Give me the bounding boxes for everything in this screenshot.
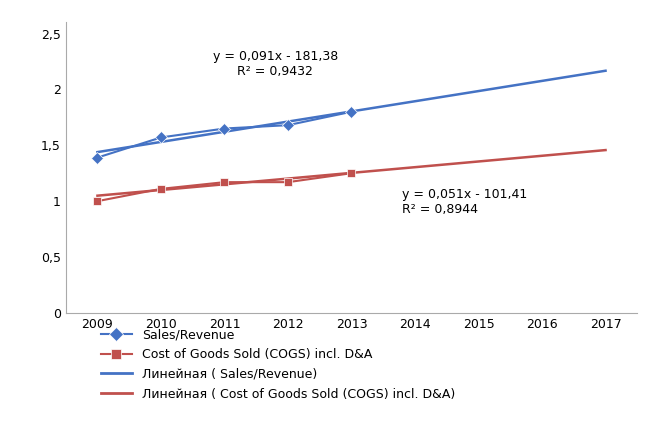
Legend: Sales/Revenue, Cost of Goods Sold (COGS) incl. D&A, Линейная ( Sales/Revenue), Л: Sales/Revenue, Cost of Goods Sold (COGS)… <box>101 328 455 401</box>
Text: y = 0,051x - 101,41
R² = 0,8944: y = 0,051x - 101,41 R² = 0,8944 <box>402 188 528 216</box>
Text: y = 0,091x - 181,38
R² = 0,9432: y = 0,091x - 181,38 R² = 0,9432 <box>213 51 338 78</box>
